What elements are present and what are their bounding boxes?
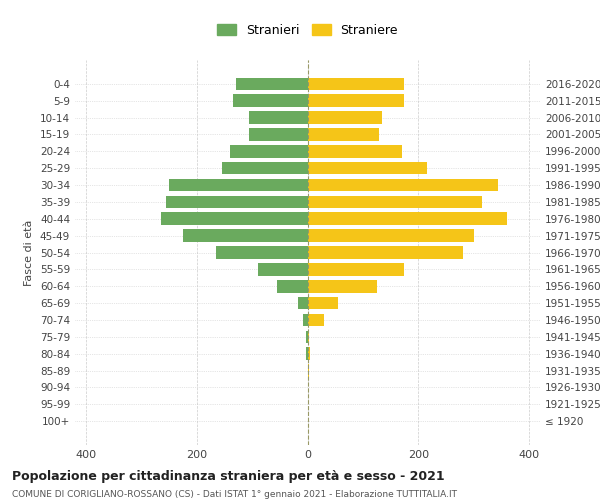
Bar [308,178,499,192]
Bar [308,111,382,124]
Bar [308,128,379,141]
Bar [221,162,308,174]
Bar [308,280,377,292]
Bar [216,246,308,259]
Bar [236,78,308,90]
Text: Popolazione per cittadinanza straniera per età e sesso - 2021: Popolazione per cittadinanza straniera p… [12,470,445,483]
Bar [250,111,308,124]
Bar [183,230,308,242]
Bar [308,196,482,208]
Bar [308,145,401,158]
Text: COMUNE DI CORIGLIANO-ROSSANO (CS) - Dati ISTAT 1° gennaio 2021 - Elaborazione TU: COMUNE DI CORIGLIANO-ROSSANO (CS) - Dati… [12,490,457,499]
Bar [230,145,308,158]
Bar [166,196,308,208]
Bar [277,280,308,292]
Bar [308,230,473,242]
Bar [308,162,427,174]
Bar [308,78,404,90]
Bar [308,330,309,343]
Bar [308,212,507,225]
Legend: Stranieri, Straniere: Stranieri, Straniere [213,20,402,40]
Bar [308,314,324,326]
Bar [307,330,308,343]
Bar [308,246,463,259]
Bar [161,212,308,225]
Bar [257,263,308,276]
Bar [169,178,308,192]
Bar [233,94,308,107]
Y-axis label: Fasce di età: Fasce di età [25,220,34,286]
Bar [306,348,308,360]
Bar [250,128,308,141]
Bar [298,297,308,310]
Bar [308,297,338,310]
Bar [308,263,404,276]
Bar [308,348,310,360]
Bar [308,94,404,107]
Bar [303,314,308,326]
